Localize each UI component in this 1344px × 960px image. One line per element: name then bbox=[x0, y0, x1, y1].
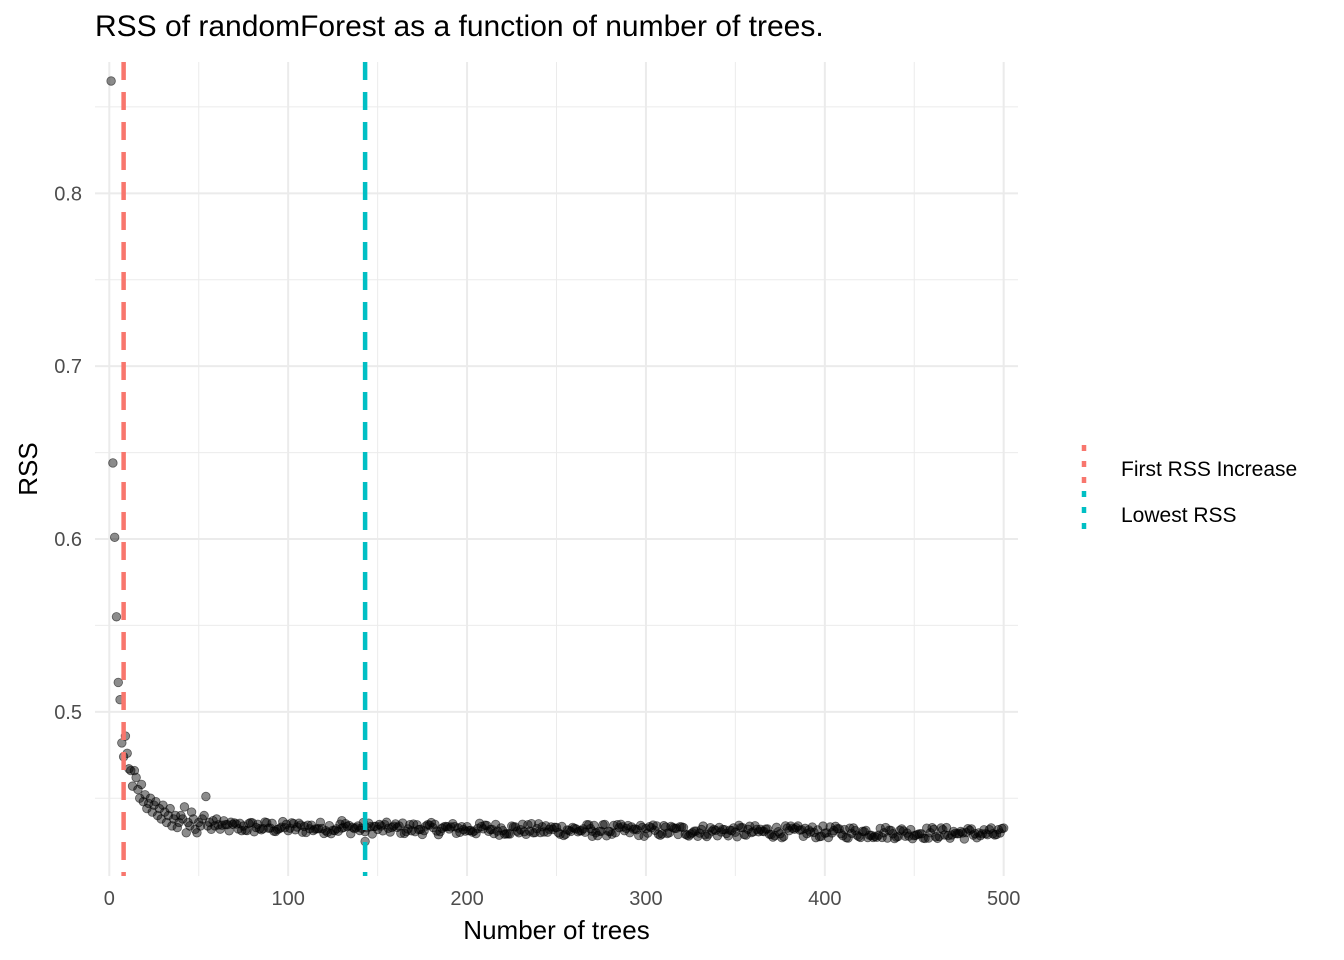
legend-label-1: Lowest RSS bbox=[1121, 504, 1237, 527]
data-point bbox=[845, 823, 855, 833]
data-point bbox=[397, 818, 408, 828]
data-point bbox=[301, 827, 311, 838]
data-point bbox=[471, 828, 481, 839]
data-point bbox=[778, 831, 789, 842]
x-tick-label: 100 bbox=[271, 888, 304, 910]
data-point bbox=[939, 830, 950, 840]
chart-title: RSS of randomForest as a function of num… bbox=[95, 10, 824, 43]
data-point bbox=[129, 765, 140, 776]
data-point bbox=[609, 820, 619, 831]
data-point bbox=[521, 829, 531, 840]
y-tick-label: 0.6 bbox=[54, 529, 82, 551]
data-point bbox=[172, 822, 182, 833]
grid-lines bbox=[95, 62, 1018, 876]
data-point bbox=[135, 793, 145, 803]
data-point bbox=[154, 803, 165, 814]
data-point bbox=[195, 821, 206, 831]
y-tick-label: 0.7 bbox=[54, 356, 82, 378]
data-point bbox=[163, 810, 174, 821]
data-point bbox=[113, 677, 123, 688]
data-point bbox=[920, 833, 930, 844]
data-point bbox=[732, 832, 742, 842]
x-axis-ticks: 0 100 200 300 400 500 bbox=[104, 888, 1021, 910]
data-point bbox=[998, 823, 1009, 833]
data-point bbox=[337, 815, 347, 826]
data-point bbox=[140, 790, 150, 800]
data-point bbox=[177, 814, 188, 824]
y-tick-label: 0.8 bbox=[54, 183, 82, 205]
data-point bbox=[165, 803, 175, 814]
data-point bbox=[580, 827, 590, 837]
x-tick-label: 300 bbox=[629, 888, 662, 910]
data-point bbox=[639, 831, 649, 841]
data-point bbox=[111, 612, 122, 622]
data-point bbox=[231, 819, 242, 829]
x-tick-label: 200 bbox=[450, 888, 483, 910]
data-point bbox=[186, 807, 197, 817]
data-point bbox=[267, 818, 277, 829]
data-point bbox=[367, 829, 377, 839]
data-point bbox=[160, 807, 170, 817]
data-point bbox=[126, 765, 136, 776]
data-point bbox=[879, 828, 889, 838]
data-point bbox=[821, 828, 832, 838]
data-point bbox=[372, 824, 383, 835]
data-point bbox=[127, 781, 138, 791]
data-point bbox=[405, 820, 415, 830]
data-point bbox=[109, 532, 120, 542]
data-point bbox=[131, 772, 141, 783]
data-point bbox=[587, 831, 597, 841]
data-point bbox=[199, 810, 209, 821]
data-point bbox=[807, 822, 817, 832]
x-tick-label: 0 bbox=[104, 888, 115, 910]
data-point bbox=[211, 814, 222, 824]
data-point bbox=[811, 832, 821, 843]
data-point bbox=[625, 827, 635, 838]
data-point bbox=[648, 820, 658, 830]
data-point bbox=[106, 76, 116, 86]
data-point bbox=[143, 798, 154, 809]
legend: First RSS Increase Lowest RSS bbox=[1081, 445, 1297, 537]
data-points bbox=[106, 76, 1009, 847]
data-point bbox=[179, 802, 190, 812]
y-axis-title: RSS bbox=[13, 442, 43, 495]
legend-label-0: First RSS Increase bbox=[1121, 458, 1297, 481]
data-point bbox=[108, 458, 118, 468]
y-axis-ticks: 0.5 0.6 0.7 0.8 bbox=[54, 183, 82, 723]
data-point bbox=[698, 821, 708, 831]
data-point bbox=[535, 827, 546, 838]
data-point bbox=[396, 828, 406, 839]
reference-lines bbox=[121, 62, 368, 876]
data-point bbox=[299, 821, 309, 832]
x-tick-label: 400 bbox=[808, 888, 841, 910]
data-point bbox=[843, 833, 853, 843]
y-tick-label: 0.5 bbox=[54, 702, 82, 724]
data-point bbox=[136, 779, 147, 790]
data-point bbox=[805, 827, 816, 837]
data-point bbox=[210, 821, 220, 831]
x-tick-label: 500 bbox=[987, 888, 1020, 910]
data-point bbox=[201, 791, 211, 802]
data-point bbox=[557, 821, 567, 832]
data-point bbox=[762, 824, 773, 834]
data-point bbox=[242, 825, 252, 836]
x-axis-title: Number of trees bbox=[463, 915, 649, 945]
